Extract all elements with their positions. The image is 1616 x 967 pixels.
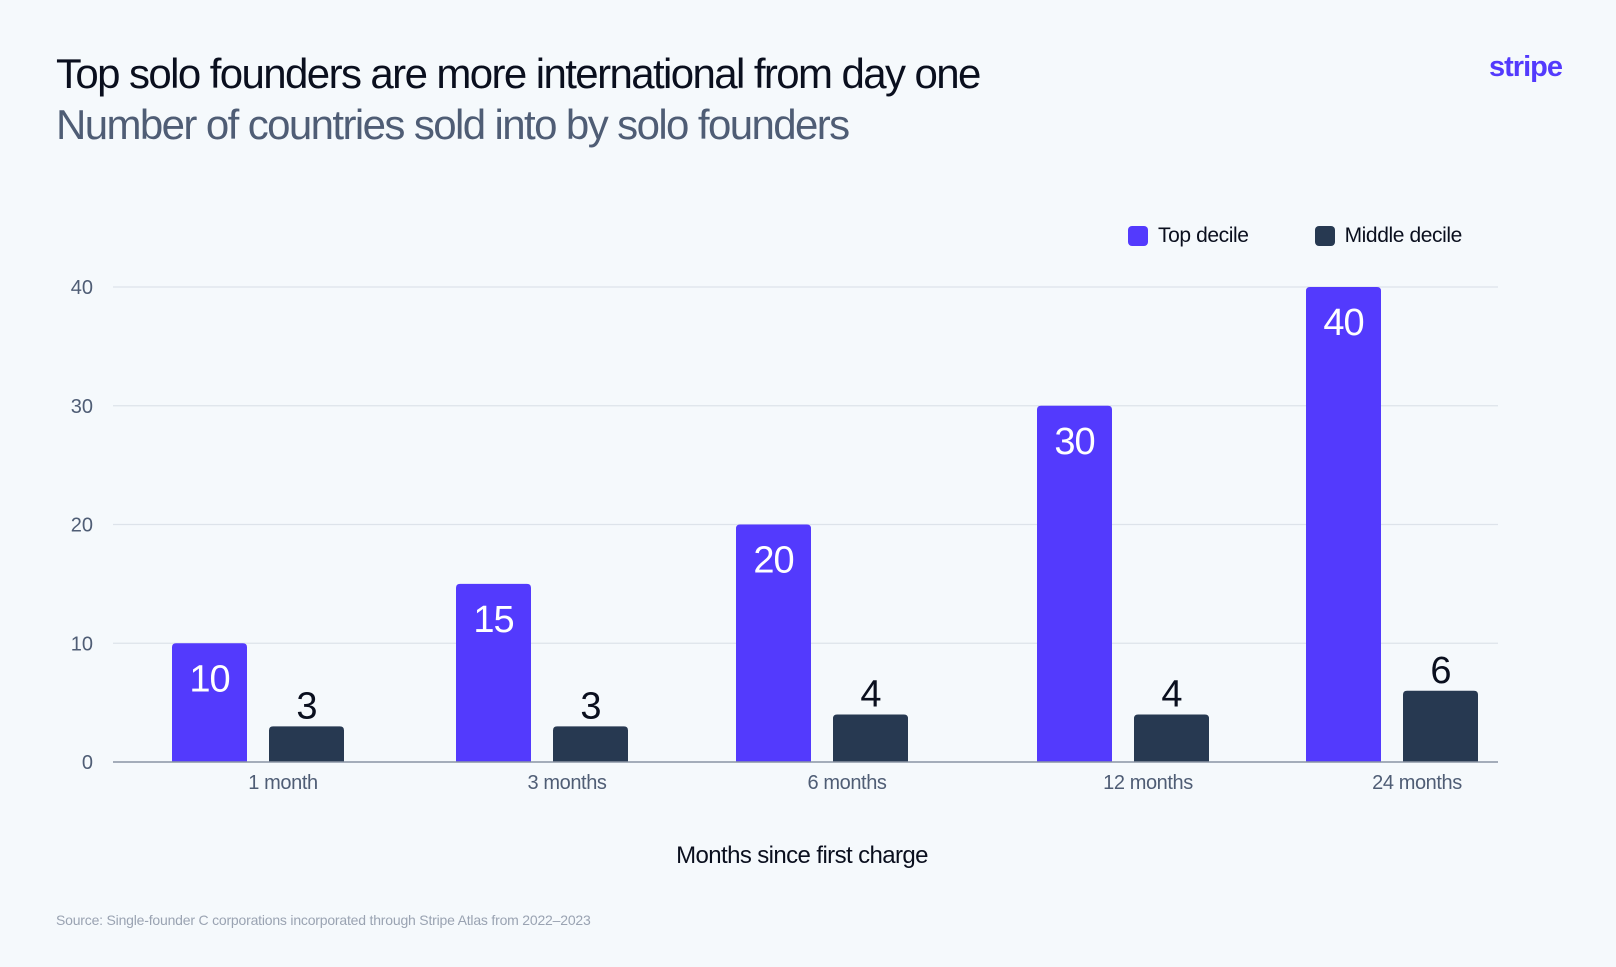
data-label-top-decile: 20	[753, 540, 793, 582]
y-tick-label: 40	[71, 277, 93, 299]
stripe-logo: stripe	[1489, 51, 1563, 83]
chart-legend: Top decile Middle decile	[1128, 224, 1462, 248]
legend-swatch-top-decile	[1128, 226, 1148, 246]
x-tick-label: 6 months	[807, 772, 886, 794]
legend-label-middle-decile: Middle decile	[1344, 224, 1463, 247]
x-tick-label: 24 months	[1372, 772, 1462, 794]
bar-top-decile	[172, 643, 247, 762]
x-tick-label: 1 month	[248, 772, 317, 794]
y-tick-label: 20	[71, 515, 93, 537]
bar-middle-decile	[553, 726, 628, 762]
x-tick-label: 12 months	[1103, 772, 1193, 794]
x-tick-label: 3 months	[527, 772, 606, 794]
legend-item-middle-decile: Middle decile	[1314, 224, 1463, 248]
bar-middle-decile	[1403, 690, 1478, 762]
legend-label-top-decile: Top decile	[1158, 224, 1249, 247]
legend-swatch-middle-decile	[1314, 226, 1335, 246]
data-label-top-decile: 40	[1323, 302, 1363, 344]
y-tick-label: 30	[71, 396, 93, 418]
bar-middle-decile	[269, 726, 344, 762]
bar-top-decile	[1306, 287, 1381, 762]
bar-middle-decile	[1134, 714, 1209, 762]
data-label-top-decile: 10	[189, 658, 229, 700]
bar-top-decile	[456, 583, 531, 762]
chart-title: Top solo founders are more international…	[56, 50, 981, 97]
bar-top-decile	[736, 524, 811, 762]
data-label-middle-decile: 6	[1430, 650, 1450, 692]
data-label-middle-decile: 4	[1161, 674, 1182, 716]
y-tick-label: 10	[71, 633, 93, 655]
x-axis-title: Months since first charge	[676, 842, 928, 869]
data-label-middle-decile: 4	[860, 674, 881, 716]
bar-top-decile	[1037, 405, 1112, 762]
bar-middle-decile	[833, 714, 908, 762]
data-label-middle-decile: 3	[296, 685, 316, 727]
data-label-top-decile: 15	[473, 599, 513, 641]
data-label-top-decile: 30	[1054, 421, 1094, 463]
legend-item-top-decile: Top decile	[1128, 224, 1249, 248]
data-label-middle-decile: 3	[580, 685, 600, 727]
chart-subtitle: Number of countries sold into by solo fo…	[56, 101, 850, 148]
y-tick-label: 0	[82, 752, 93, 774]
source-note: Source: Single-founder C corporations in…	[56, 912, 591, 928]
